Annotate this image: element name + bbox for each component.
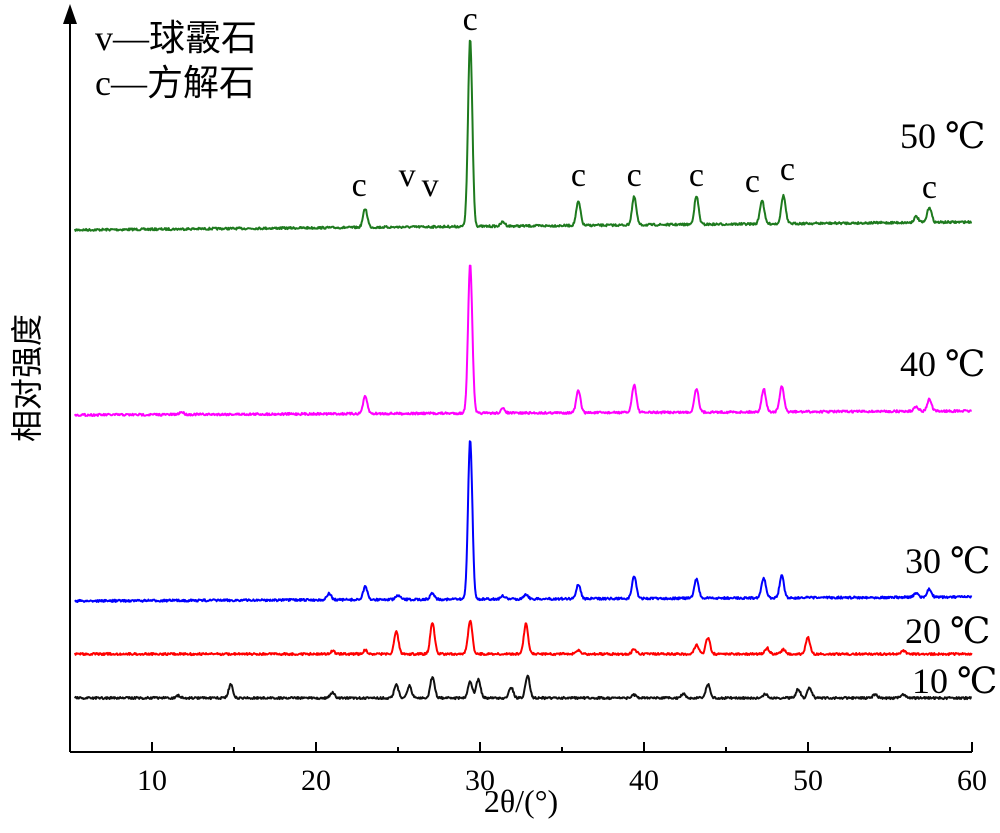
series-trace: [74, 440, 973, 603]
series-label: 50 ℃: [900, 116, 985, 156]
y-axis-arrow: [63, 4, 77, 24]
traces: [73, 39, 973, 701]
peak-marker-label: c: [922, 169, 937, 206]
series-labels: 50 ℃ 40 ℃ 30 ℃ 20 ℃ 10 ℃: [900, 116, 997, 701]
x-axis-title: 2θ/(°): [484, 783, 558, 819]
series-label: 40 ℃: [900, 344, 985, 384]
series-trace: [73, 39, 973, 232]
x-ticks: 10 20 30 40 50 60: [69, 742, 987, 797]
peak-marker-label: c: [463, 1, 478, 38]
x-tick-label: 20: [301, 764, 331, 797]
peak-marker-label: c: [627, 157, 642, 194]
series-label: 10 ℃: [912, 661, 997, 701]
x-tick-label: 40: [629, 764, 659, 797]
x-tick-label: 60: [957, 764, 987, 797]
peak-marker-label: c: [780, 151, 795, 188]
peak-marker-label: c: [745, 163, 760, 200]
peak-markers: cc v v c c c c c c: [352, 1, 937, 206]
series-trace: [73, 619, 973, 657]
peak-marker-label: c: [571, 157, 586, 194]
series-trace: [74, 264, 972, 417]
peak-marker-label: c: [352, 167, 367, 204]
y-axis-title: 相对强度: [9, 314, 45, 442]
peak-marker-label: v: [399, 157, 416, 194]
legend: v—球霰石 c—方解石: [95, 18, 257, 103]
x-tick-label: 10: [137, 764, 167, 797]
legend-entry: c—方解石: [95, 63, 255, 103]
x-tick-label: 50: [793, 764, 823, 797]
axes: [63, 4, 972, 753]
series-trace: [74, 674, 972, 701]
series-label: 30 ℃: [905, 541, 990, 581]
x-tick-label: 30: [465, 764, 495, 797]
peak-marker-label: c: [689, 157, 704, 194]
peak-marker-label: v: [422, 167, 439, 204]
series-label: 20 ℃: [905, 611, 990, 651]
legend-entry: v—球霰石: [95, 18, 257, 58]
